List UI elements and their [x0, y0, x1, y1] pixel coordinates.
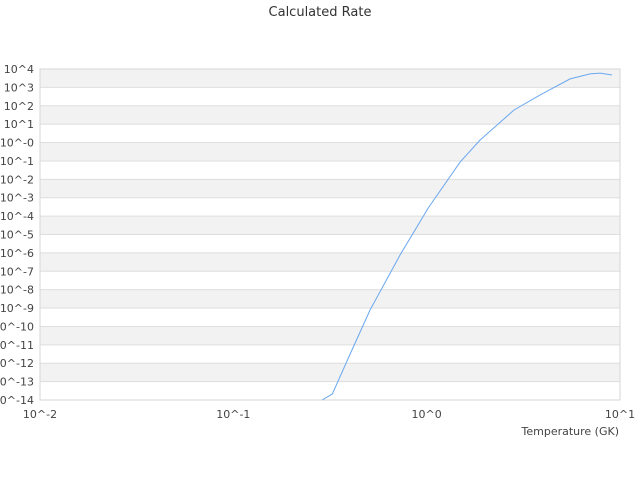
- x-tick-label: 10^-1: [216, 408, 250, 421]
- y-tick-label: 10^-5: [0, 229, 34, 242]
- x-tick-label: 10^1: [605, 408, 635, 421]
- y-tick-label: 10^-6: [0, 247, 34, 260]
- y-tick-label: 10^-11: [0, 339, 34, 352]
- grid-band: [40, 216, 620, 235]
- grid-band: [40, 197, 620, 217]
- grid-band: [40, 344, 620, 364]
- y-tick-label: 10^4: [4, 63, 34, 76]
- chart-title: Calculated Rate: [269, 5, 372, 20]
- grid-band: [40, 271, 620, 290]
- grid-band: [40, 105, 620, 125]
- y-tick-label: 10^-4: [0, 210, 34, 223]
- y-tick-label: 10^-12: [0, 357, 34, 370]
- grid-band: [40, 326, 620, 345]
- y-tick-label: 10^1: [4, 118, 34, 131]
- grid-bands: [40, 68, 620, 400]
- y-tick-label: 10^-9: [0, 302, 34, 315]
- grid-band: [40, 363, 620, 382]
- x-axis-label: Temperature (GK): [521, 425, 620, 438]
- x-tick-label: 10^-2: [23, 408, 57, 421]
- series-line: [321, 72, 613, 401]
- grid-band: [40, 179, 620, 198]
- y-tick-label: 10^-3: [0, 192, 34, 205]
- plot-frame: [39, 68, 621, 401]
- grid-band: [40, 87, 620, 106]
- y-tick-label: 10^-2: [0, 173, 34, 186]
- y-tick-label: 10^-13: [0, 376, 34, 389]
- y-tick-label: 10^-10: [0, 320, 34, 333]
- grid-band: [40, 234, 620, 253]
- y-tick-label: 10^-7: [0, 265, 34, 278]
- y-tick-label: 10^2: [4, 100, 34, 113]
- grid-band: [40, 252, 620, 272]
- grid-band: [40, 124, 620, 143]
- y-axis: 10^4 10^3 10^2 10^1 10^-0 10^-1 10^-2 10^-3 10^-…: [0, 63, 34, 407]
- grid-band: [40, 381, 620, 400]
- x-tick-label: 10^0: [412, 408, 442, 421]
- y-tick-label: 10^-8: [0, 284, 34, 297]
- grid-band: [40, 142, 620, 161]
- y-tick-label: 10^3: [4, 81, 34, 94]
- x-axis: 10^-2 10^-1 10^0 10^1: [23, 408, 635, 421]
- grid-band: [40, 160, 620, 180]
- grid-band: [40, 289, 620, 309]
- y-tick-label: 10^-0: [0, 137, 34, 150]
- grid-band: [40, 69, 620, 88]
- y-tick-label: 10^-14: [0, 394, 34, 407]
- grid-band: [40, 308, 620, 327]
- y-tick-label: 10^-1: [0, 155, 34, 168]
